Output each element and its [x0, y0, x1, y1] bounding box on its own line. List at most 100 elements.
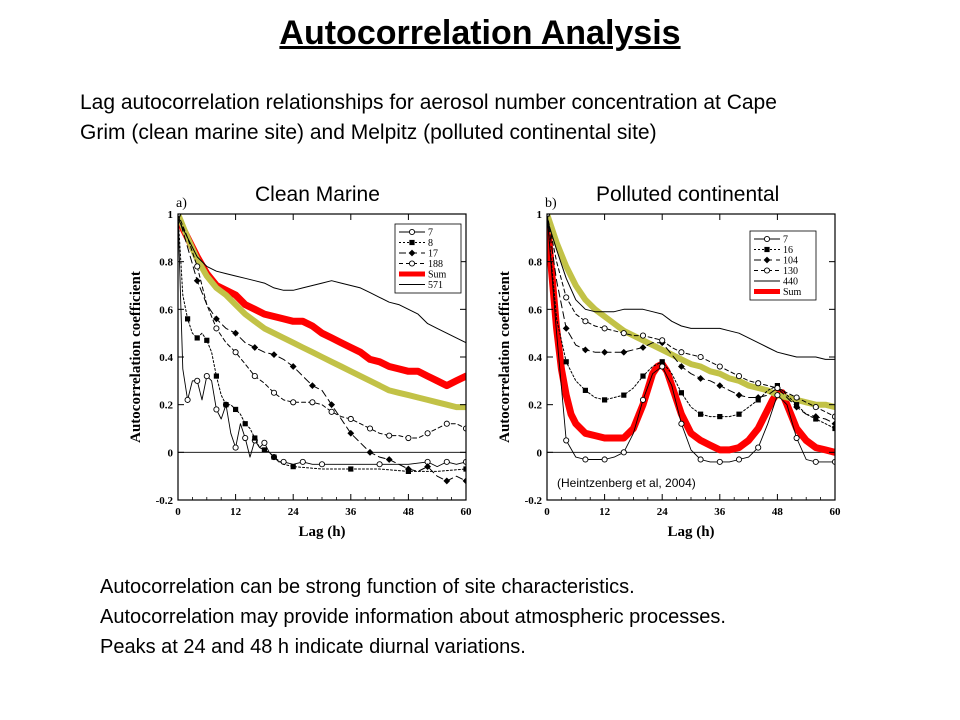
y-tick-label: 0.4 [528, 352, 542, 364]
series-17-point [385, 456, 393, 463]
series-440-line [547, 218, 835, 360]
series-17-point [366, 448, 374, 456]
series-8-point [233, 406, 239, 413]
series-130-point [735, 373, 743, 380]
series-17-line [178, 214, 466, 482]
series-thick-olive [178, 214, 466, 411]
series-188-point [213, 325, 220, 332]
series-16-point [832, 425, 835, 432]
series-7-line [178, 214, 466, 468]
series-8-point [290, 464, 296, 470]
legend-marker-188 [408, 260, 416, 267]
series-sum [178, 215, 466, 390]
series-sum-line [178, 215, 466, 390]
legend-marker-104 [763, 256, 771, 264]
series-7-point [443, 458, 450, 465]
series-104-line [547, 214, 835, 425]
legend-marker-8 [409, 239, 415, 246]
series-571 [178, 218, 466, 344]
series-17 [178, 214, 466, 485]
series-16-point [582, 387, 588, 393]
legend-marker-7 [763, 235, 771, 243]
series-130 [547, 214, 835, 420]
series-188-point [424, 430, 431, 437]
series-8-point [252, 435, 258, 441]
y-tick-label: 0.2 [528, 400, 542, 412]
series-8-point [204, 337, 210, 343]
series-7-point [184, 396, 191, 403]
y-tick-label: 0.2 [159, 400, 173, 412]
series-7-point [793, 434, 800, 442]
series-8-point [242, 421, 248, 427]
bullet-line: Autocorrelation may provide information … [100, 606, 726, 628]
series-130-point [563, 294, 570, 301]
series-7-point [213, 406, 220, 413]
y-tick-label: -0.2 [525, 495, 543, 507]
series-188-point [366, 425, 374, 432]
series-17-point [251, 344, 259, 351]
series-7-point [697, 456, 704, 463]
bullet-line: Peaks at 24 and 48 h indicate diurnal va… [100, 636, 526, 658]
series-16-point [717, 413, 723, 420]
series-8-point [271, 454, 277, 460]
series-8-point [213, 373, 219, 379]
series-17-point [405, 465, 412, 473]
series-17-point [309, 382, 316, 389]
series-thick-olive-line [178, 214, 466, 411]
series-188-point [309, 399, 316, 406]
series-7-point [639, 396, 647, 403]
series-7-point [203, 373, 210, 380]
series-16-point [659, 359, 665, 365]
x-tick-label: 24 [657, 506, 669, 518]
y-tick-label: -0.2 [156, 495, 174, 507]
series-8-point [185, 316, 191, 322]
series-8-point [194, 335, 200, 341]
series-130-point [812, 403, 819, 411]
series-7 [547, 214, 835, 465]
series-8-line [178, 214, 466, 472]
legend-label-8: 8 [428, 238, 433, 249]
y-tick-label: 0.6 [528, 304, 542, 316]
series-16-point [621, 392, 627, 398]
series-7-point [812, 458, 819, 465]
legend-label-sum: Sum [428, 270, 447, 281]
series-7-point [678, 420, 685, 427]
slide-title: Autocorrelation Analysis [279, 14, 681, 52]
series-7-point [242, 434, 249, 442]
series-130-point [774, 384, 781, 392]
series-7-point [563, 437, 570, 444]
series-sum [547, 215, 835, 456]
series-7-line [547, 214, 835, 463]
panel-title-polluted-continental: Polluted continental [596, 183, 780, 206]
chart-clean-marine: a) 0 12 24 36 48 60 -0.2 0 0.2 0.4 0.6 0.8 1 Lag (h) Au… [118, 190, 478, 540]
series-17-point [232, 329, 239, 337]
x-tick-label: 12 [599, 506, 611, 518]
legend-label-17: 17 [428, 249, 438, 260]
y-tick-label: 1 [537, 209, 543, 221]
series-7-point [299, 458, 306, 465]
series-104-point [754, 394, 762, 401]
series-104-point [620, 348, 628, 356]
series-104-point [735, 391, 743, 399]
series-17-point [193, 277, 201, 285]
x-axis-label: Lag (h) [298, 524, 345, 540]
series-17-point [213, 315, 220, 323]
legend-marker-16 [764, 246, 770, 253]
series-sum-line [547, 215, 835, 456]
series-188-point [251, 373, 258, 380]
intro-line: Lag autocorrelation relationships for ae… [80, 91, 777, 114]
x-tick-label: 0 [544, 506, 550, 518]
series-16-point [640, 373, 646, 379]
legend-marker-7 [408, 228, 416, 236]
y-tick-label: 0 [168, 447, 174, 459]
chart-polluted-continental: b) 0 12 24 36 48 60 -0.2 0 0.2 0.4 0.6 0.8 1 Lag (h) Au… [487, 190, 847, 540]
series-7-point [601, 456, 608, 463]
series-104-point [678, 363, 685, 370]
series-17-point [462, 477, 466, 485]
series-104 [547, 214, 835, 428]
series-8-point [223, 402, 229, 408]
series-17-point [328, 401, 335, 409]
series-188-point [405, 434, 412, 442]
series-17-point [289, 363, 297, 370]
